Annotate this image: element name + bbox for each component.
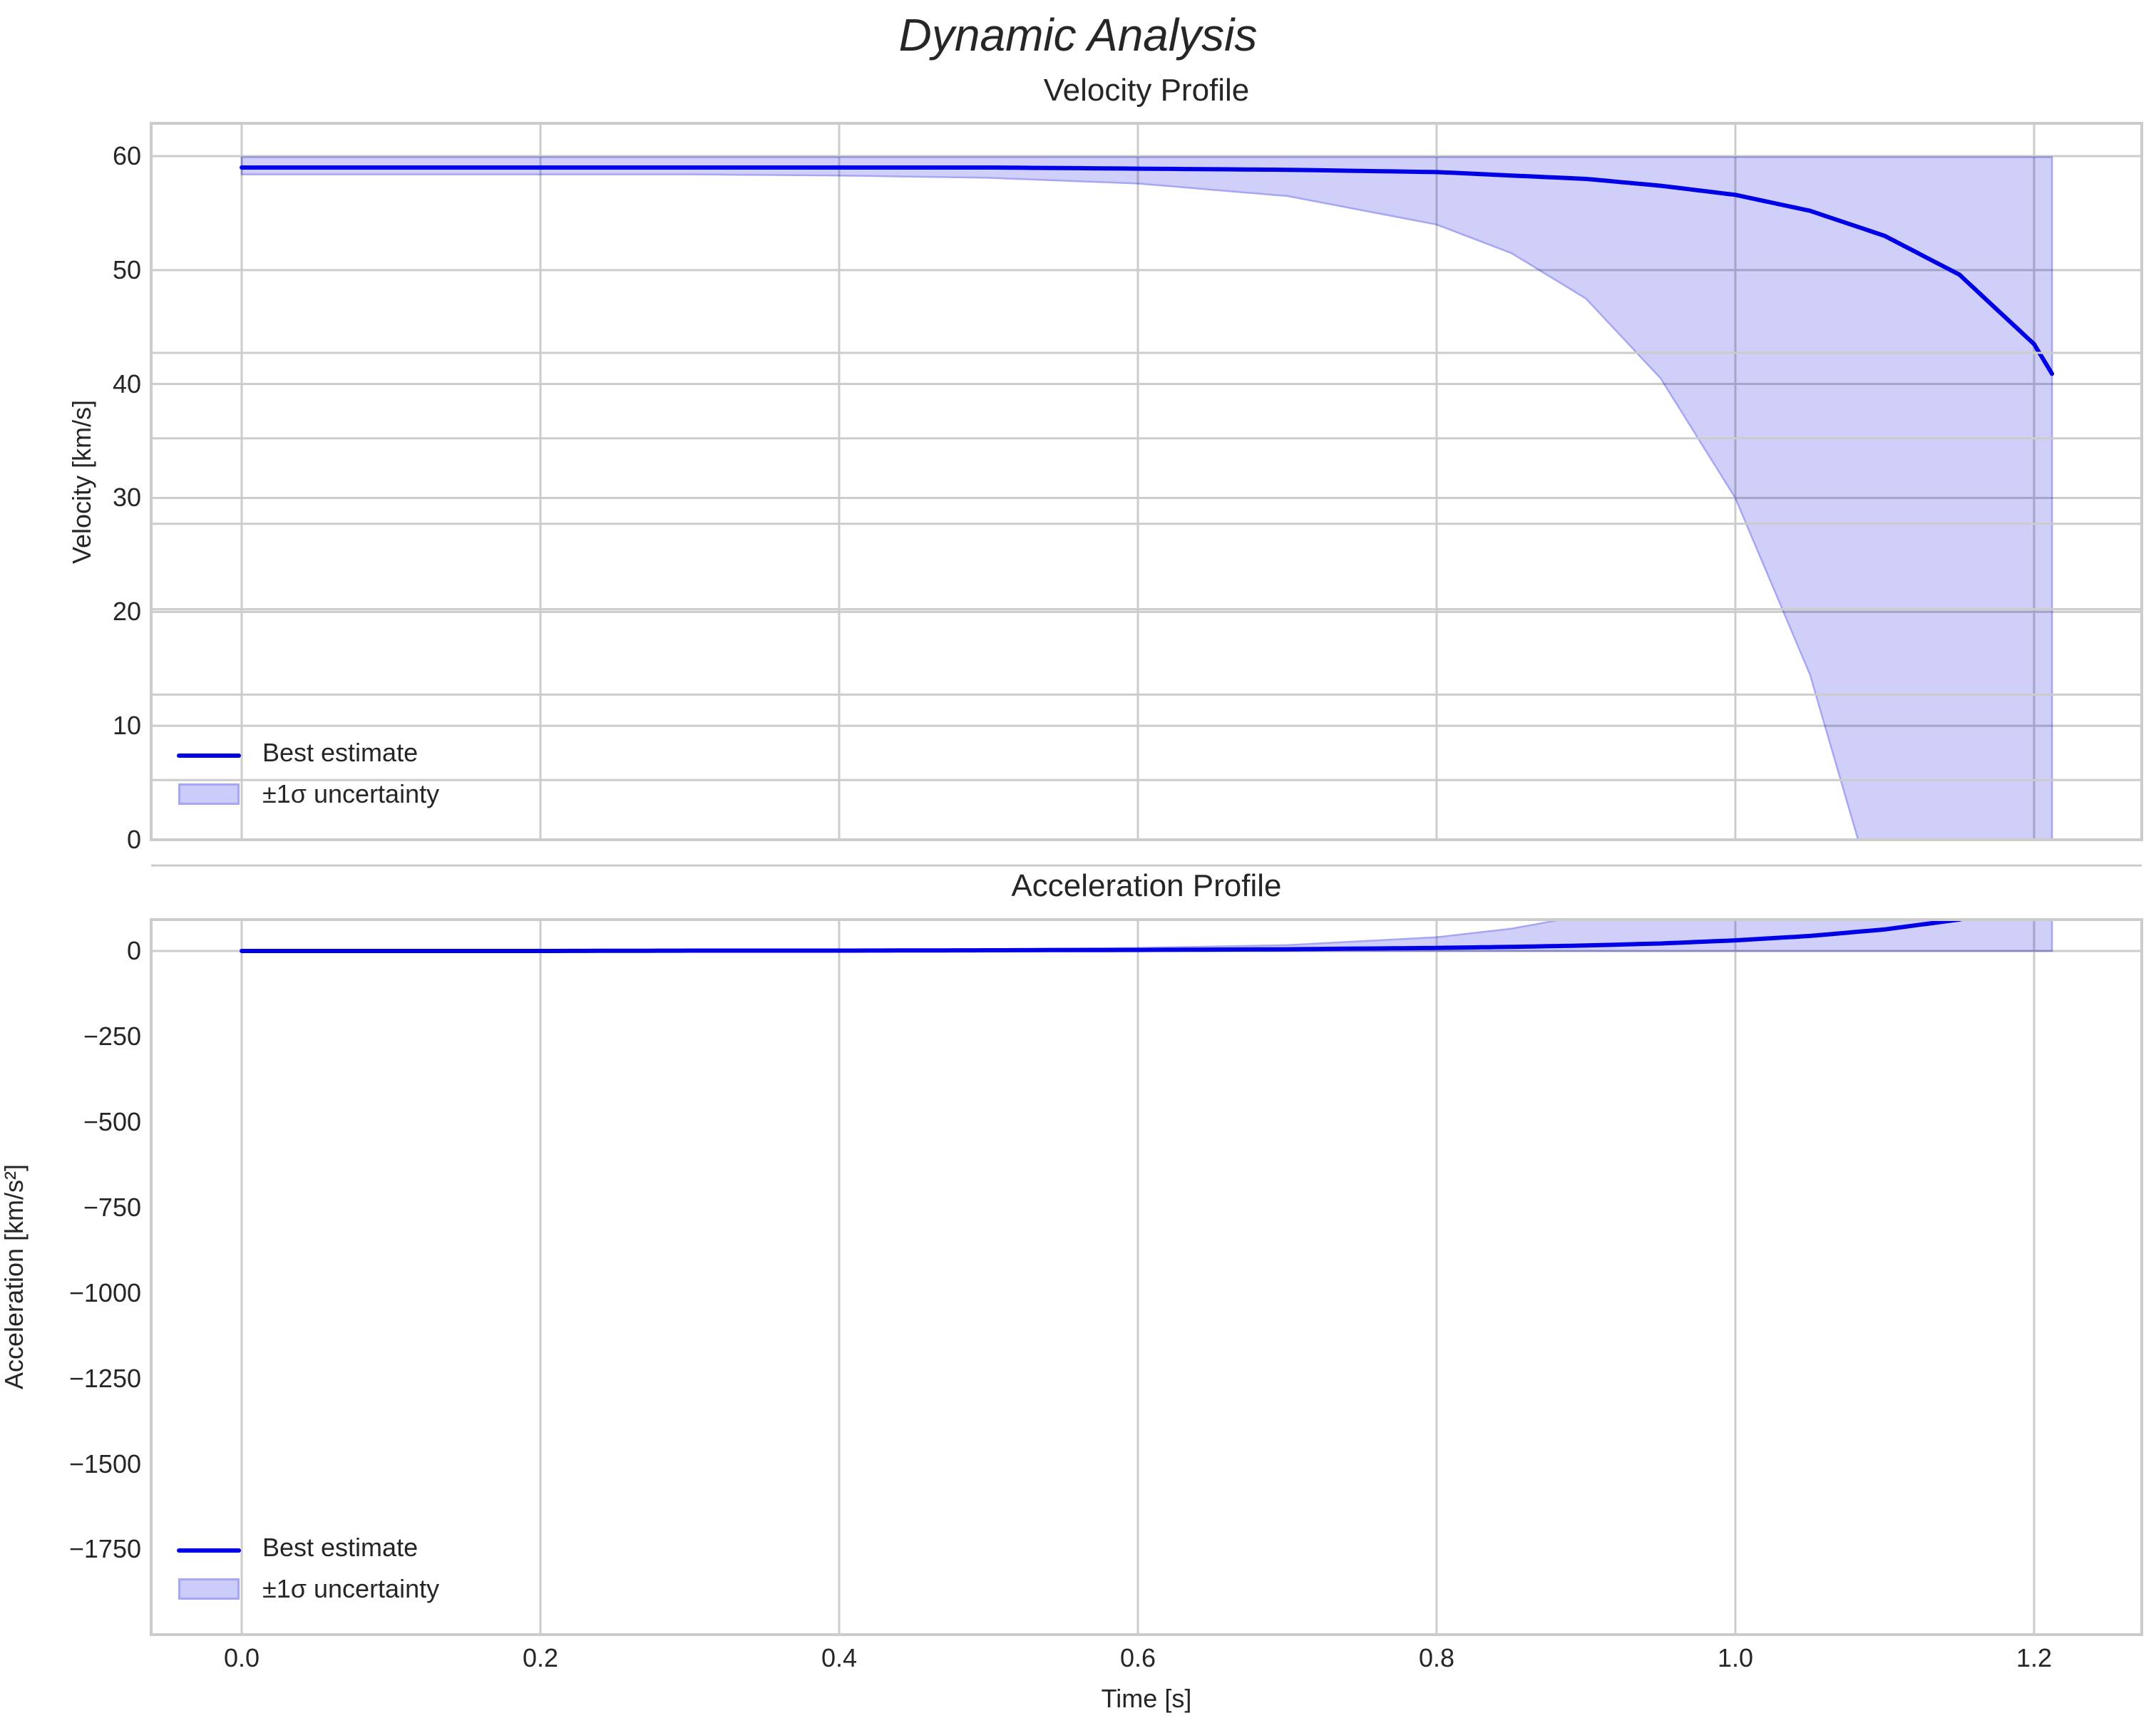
legend-label: Best estimate — [262, 738, 419, 767]
x-tick: 1.0 — [1717, 1643, 1754, 1672]
acceleration-plot-title: Acceleration Profile — [1011, 868, 1282, 903]
legend-label: Best estimate — [262, 1533, 419, 1562]
y-tick: −500 — [83, 1107, 141, 1136]
band-swatch-icon — [178, 1578, 240, 1600]
best-estimate-line — [240, 165, 2055, 376]
best-estimate-line — [240, 920, 1968, 953]
uncertainty-band — [240, 156, 2053, 840]
y-tick: 40 — [112, 369, 141, 398]
x-axis-label: Time [s] — [1101, 1684, 1192, 1713]
y-tick: 0 — [126, 825, 141, 854]
acceleration-axes — [150, 351, 2143, 1636]
y-tick: 30 — [112, 483, 141, 512]
y-tick: 20 — [112, 597, 141, 626]
x-tick: 0.2 — [522, 1643, 559, 1672]
y-tick: −250 — [83, 1022, 141, 1051]
y-tick: −1250 — [68, 1364, 141, 1393]
axes-frame — [150, 122, 2143, 841]
legend-label: ±1σ uncertainty — [262, 1574, 440, 1603]
velocity-plot-title: Velocity Profile — [1043, 73, 1250, 108]
figure-title: Dynamic Analysis — [898, 9, 1258, 61]
x-tick: 0.4 — [821, 1643, 858, 1672]
y-tick: 10 — [112, 711, 141, 740]
x-tick: 1.2 — [2016, 1643, 2053, 1672]
velocity-axes — [150, 122, 2143, 841]
legend-label: ±1σ uncertainty — [262, 779, 440, 808]
y-tick: 60 — [112, 141, 141, 170]
band-swatch-icon — [178, 783, 240, 805]
axes-frame — [150, 918, 2143, 1636]
y-tick: 0 — [126, 936, 141, 965]
y-tick: −1500 — [68, 1449, 141, 1478]
x-tick: 0.0 — [223, 1643, 260, 1672]
line-swatch-icon — [177, 754, 241, 758]
y-tick: 50 — [112, 255, 141, 284]
y-tick: −1750 — [68, 1534, 141, 1563]
line-swatch-icon — [177, 1548, 241, 1553]
x-tick: 0.8 — [1418, 1643, 1455, 1672]
acceleration-legend: Best estimate ±1σ uncertainty — [177, 1533, 533, 1611]
y-tick: −1000 — [68, 1278, 141, 1307]
x-tick: 0.6 — [1119, 1643, 1156, 1672]
y-tick: −750 — [83, 1193, 141, 1222]
velocity-legend: Best estimate ±1σ uncertainty — [177, 738, 533, 816]
